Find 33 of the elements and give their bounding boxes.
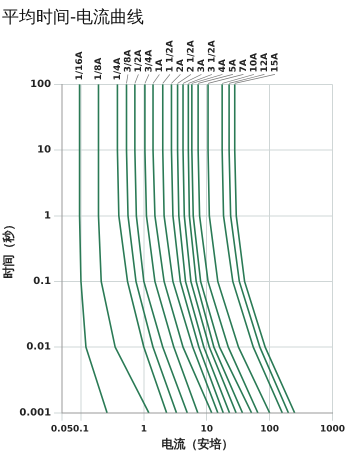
text: 5A	[228, 59, 238, 72]
text: 15A	[270, 52, 280, 72]
x-tick-label: 10	[200, 424, 213, 435]
x-tick-label: 100	[260, 424, 279, 435]
text: 2 1/2A	[186, 40, 196, 72]
text: 3/8A	[123, 50, 134, 72]
y-axis-title: 时间（秒）	[1, 218, 16, 279]
text: 2A	[176, 59, 186, 72]
y-tick-label: 10	[37, 144, 52, 156]
text: 12A	[260, 52, 270, 72]
y-tick-label: 1	[44, 210, 52, 222]
text: 1A	[154, 59, 165, 72]
x-tick-label: 1000	[320, 424, 346, 435]
x-tick-label: 0.1	[72, 424, 89, 435]
y-tick-label: 100	[30, 78, 52, 90]
text: 3/4A	[144, 50, 154, 72]
y-tick-label: 0.01	[26, 342, 52, 353]
text: 1 1/2A	[165, 40, 176, 72]
text: 7A	[238, 59, 249, 72]
text: 1/4A	[112, 58, 123, 80]
y-tick-label: 0.001	[19, 407, 52, 418]
text: 1/2A	[134, 50, 144, 72]
chart-title: 平均时间-电流曲线	[2, 8, 144, 28]
text: 1/8A	[94, 58, 104, 80]
x-tick-label: 0.05	[50, 424, 74, 435]
x-axis-title: 电流（安培）	[161, 436, 234, 451]
text: 4A	[218, 59, 228, 72]
text: 1/16A	[74, 51, 85, 80]
x-tick-label: 1	[140, 424, 147, 435]
text: 3A	[196, 59, 207, 72]
text: 3 1/2A	[207, 40, 218, 72]
y-tick-label: 0.1	[33, 276, 52, 288]
text: 10A	[249, 52, 260, 72]
